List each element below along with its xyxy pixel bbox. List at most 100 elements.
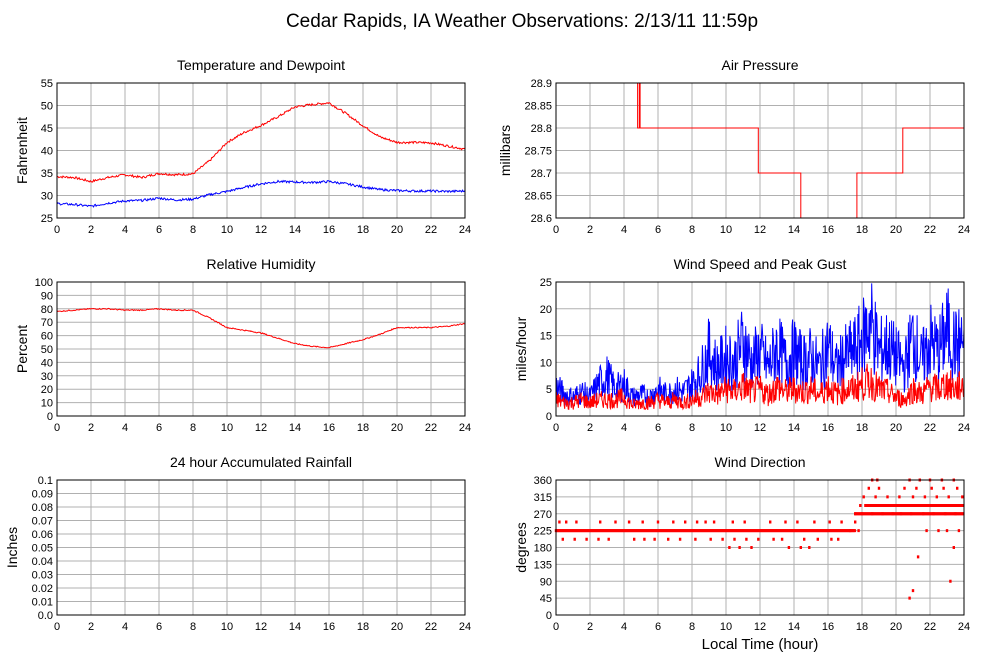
x-tick-label: 4 [122,224,128,236]
y-tick-label: 5 [546,384,552,396]
direction-point [937,529,940,533]
x-tick-label: 18 [357,422,369,434]
direction-point [653,537,656,541]
y-tick-label: 55 [41,78,53,90]
direction-point [828,520,831,524]
x-tick-label: 2 [587,224,593,236]
panel-title-rain: 24 hour Accumulated Rainfall [170,454,352,470]
y-tick-label: 30 [41,371,53,383]
x-tick-label: 4 [621,621,627,633]
x-tick-label: 6 [156,621,162,633]
direction-point [627,520,631,524]
direction-point [585,537,588,541]
x-tick-label: 20 [391,422,403,434]
direction-point [853,529,857,533]
y-tick-label: 15 [540,331,552,343]
x-tick-label: 20 [391,621,403,633]
direction-point [935,495,938,499]
y-tick-label: 20 [41,384,53,396]
direction-point [859,504,862,507]
direction-point [769,520,772,524]
direction-point [757,537,760,541]
direction-point [932,512,935,516]
direction-point [899,512,903,516]
x-tick-label: 22 [425,224,437,236]
x-tick-label: 2 [587,621,593,633]
x-tick-label: 22 [924,621,936,633]
x-tick-label: 16 [822,621,834,633]
x-tick-label: 14 [788,224,800,236]
x-tick-label: 22 [924,224,936,236]
panel-title-pressure: Air Pressure [721,57,798,73]
x-tick-label: 6 [156,422,162,434]
x-tick-label: 18 [856,224,868,236]
direction-point [656,520,660,524]
x-tick-label: 24 [459,224,471,236]
x-tick-label: 8 [190,422,196,434]
x-tick-label: 12 [255,422,267,434]
y-tick-label: 0 [546,411,552,423]
direction-point [857,529,860,533]
y-tick-label: 50 [41,344,53,356]
direction-point [886,495,889,499]
x-tick-label: 6 [156,224,162,236]
y-tick-label: 0.09 [32,489,53,501]
y-tick-label: 0.02 [32,583,53,595]
y-tick-label: 40 [41,146,53,158]
direction-point [813,520,816,524]
direction-point [950,504,954,507]
x-tick-label: 12 [754,422,766,434]
y-tick-label: 0.01 [32,597,53,609]
x-tick-label: 24 [958,621,970,633]
x-tick-label: 4 [621,422,627,434]
direction-point [923,495,927,499]
direction-point [949,579,952,583]
x-tick-label: 10 [221,422,233,434]
x-tick-label: 10 [720,422,732,434]
direction-point [860,512,864,516]
direction-point [854,520,857,524]
direction-point [678,537,682,541]
direction-point [910,512,913,516]
direction-point [947,495,950,499]
x-tick-label: 16 [822,224,834,236]
x-tick-label: 0 [553,621,559,633]
direction-point [573,537,576,541]
direction-point [884,504,887,507]
x-tick-label: 8 [190,621,196,633]
direction-point [956,486,959,490]
y-tick-label: 28.6 [531,213,552,225]
y-tick-label: 28.75 [524,146,552,158]
direction-point [915,486,918,490]
y-tick-label: 50 [41,101,53,113]
series-line-pressure-0 [556,82,964,219]
direction-point [709,537,712,541]
direction-point [731,520,734,524]
x-tick-label: 4 [122,422,128,434]
panel-title-temp: Temperature and Dewpoint [177,57,345,73]
y-tick-label: 35 [41,168,53,180]
direction-point [733,537,736,541]
plot-frame-temp [56,82,466,219]
x-tick-label: 16 [323,224,335,236]
direction-point [877,486,881,490]
y-tick-label: 315 [534,492,552,504]
plot-frame-rain [56,479,466,616]
x-tick-label: 10 [720,224,732,236]
direction-point [908,596,911,600]
direction-point [772,537,775,541]
x-tick-label: 18 [357,621,369,633]
direction-point [962,512,965,516]
y-tick-label: 100 [35,277,53,289]
y-tick-label: 40 [41,357,53,369]
direction-point [738,546,741,549]
x-tick-label: 2 [587,422,593,434]
direction-point [962,504,965,507]
direction-point [796,520,799,524]
x-tick-label: 14 [289,224,301,236]
direction-point [944,512,947,516]
direction-point [925,529,928,533]
